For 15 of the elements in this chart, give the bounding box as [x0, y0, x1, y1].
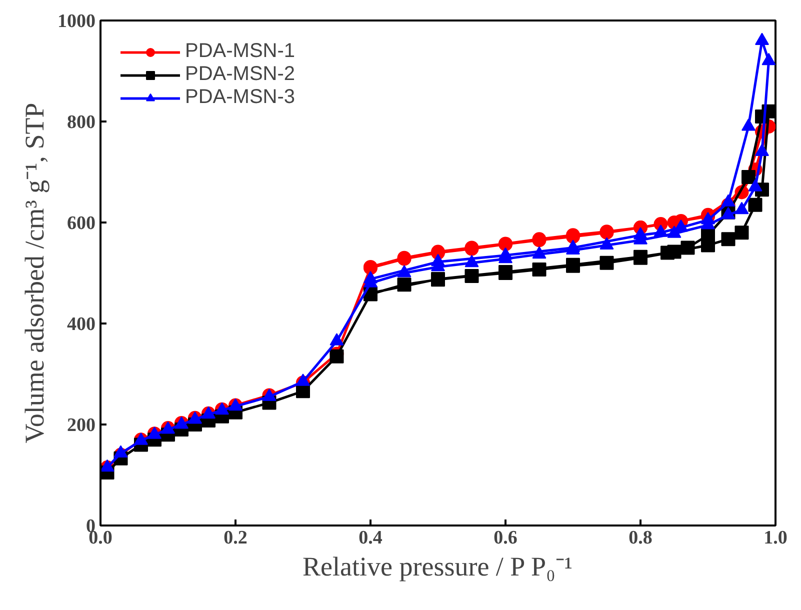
- legend-label: PDA-MSN-3: [185, 86, 296, 109]
- x-tick-label: 1.0: [764, 528, 788, 548]
- x-tick-label: 0.6: [494, 528, 518, 548]
- y-tick-label: 1000: [58, 11, 96, 32]
- y-tick-label: 600: [67, 213, 96, 234]
- legend-label: PDA-MSN-1: [185, 40, 296, 63]
- y-tick-label: 200: [67, 415, 96, 436]
- x-tick-label: 0.2: [224, 528, 248, 548]
- y-tick-label: 400: [67, 314, 96, 335]
- y-axis-title: Volume adsorbed /cm³ g⁻¹, STP: [20, 102, 50, 444]
- x-tick-label: 0.8: [628, 528, 652, 548]
- x-axis-title: Relative pressure / P P₀⁻¹: [302, 552, 572, 582]
- y-tick-label: 800: [67, 112, 96, 133]
- x-tick-label: 0.4: [358, 528, 383, 548]
- legend-label: PDA-MSN-2: [185, 63, 296, 86]
